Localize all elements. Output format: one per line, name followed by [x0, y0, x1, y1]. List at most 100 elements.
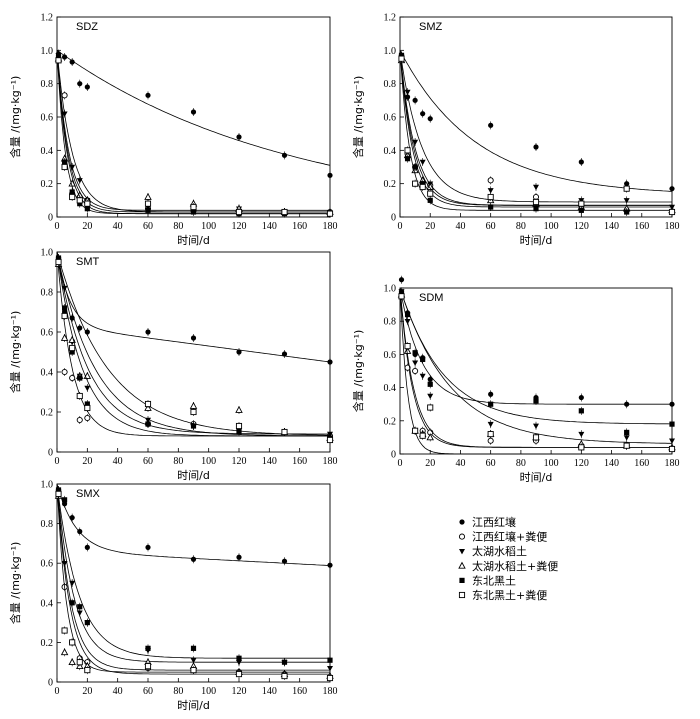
y-tick-label: 0.8	[41, 519, 54, 530]
data-point	[61, 368, 68, 376]
panel-title: SMZ	[419, 21, 443, 33]
series-2	[398, 50, 676, 216]
y-axis-label: 含量 /(mg·kg⁻¹)	[8, 311, 22, 394]
x-tick-label: 180	[323, 221, 338, 232]
data-point	[235, 671, 243, 678]
data-point	[578, 394, 584, 401]
data-point	[84, 404, 91, 412]
data-point	[69, 600, 75, 606]
x-tick-label: 40	[455, 221, 465, 232]
data-point	[427, 116, 433, 122]
data-point	[624, 181, 630, 187]
series-1	[398, 50, 675, 193]
x-tick-label: 60	[486, 221, 496, 232]
fit-curve	[56, 483, 330, 663]
fit-curve	[56, 50, 330, 211]
series-1	[55, 483, 333, 570]
data-point	[69, 59, 75, 65]
x-tick-label: 40	[455, 458, 465, 469]
data-point	[487, 437, 494, 444]
data-point	[84, 620, 90, 626]
x-tick-label: 100	[201, 221, 216, 232]
data-point	[190, 556, 197, 562]
data-point	[236, 134, 242, 140]
data-point	[281, 351, 288, 357]
data-point	[61, 163, 68, 171]
x-tick-label: 0	[55, 686, 60, 697]
x-tick-label: 100	[544, 221, 559, 232]
y-tick-label: 0.8	[41, 288, 54, 299]
series-3	[398, 50, 675, 211]
x-tick-label: 60	[143, 221, 153, 232]
data-point	[420, 111, 426, 117]
data-point	[190, 408, 197, 416]
data-point	[281, 208, 288, 216]
legend-marker	[459, 549, 465, 555]
y-tick-label: 0.4	[41, 368, 54, 379]
data-point	[61, 312, 68, 320]
data-point	[488, 391, 494, 397]
legend-item: 东北黑土+粪便	[458, 588, 547, 602]
y-tick-label: 0.6	[41, 559, 54, 570]
data-point	[236, 349, 242, 355]
data-point	[419, 183, 426, 191]
data-point	[404, 311, 411, 318]
x-tick-label: 100	[201, 456, 216, 467]
data-point	[624, 429, 630, 436]
data-point	[488, 122, 494, 128]
data-point	[281, 558, 288, 564]
data-point	[488, 204, 494, 210]
data-point	[144, 400, 152, 408]
plot-frame	[56, 251, 331, 453]
data-point	[145, 207, 151, 213]
x-tick-label: 20	[82, 221, 92, 232]
data-point	[190, 667, 197, 674]
data-point	[327, 359, 333, 365]
data-point	[404, 147, 411, 154]
fit-curve	[56, 251, 331, 363]
y-axis-label: 含量 /(mg·kg⁻¹)	[8, 76, 22, 159]
data-point	[624, 209, 630, 215]
data-point	[404, 319, 411, 325]
data-point	[69, 193, 76, 201]
data-point	[190, 658, 197, 664]
data-point	[61, 285, 68, 292]
data-point	[61, 54, 68, 60]
data-point	[84, 200, 91, 207]
data-point	[61, 497, 68, 503]
x-axis-label: 时间/d	[177, 469, 210, 482]
x-axis-label: 时间/d	[520, 234, 553, 247]
data-point	[281, 659, 288, 665]
data-point	[420, 356, 426, 362]
x-axis-label: 时间/d	[177, 699, 210, 712]
y-tick-label: 0	[48, 213, 53, 224]
plot-frame	[56, 483, 331, 683]
y-tick-label: 1.0	[41, 248, 54, 259]
data-point	[61, 159, 68, 165]
data-point	[77, 528, 83, 535]
fit-curve	[399, 287, 672, 455]
data-point	[404, 89, 411, 96]
y-tick-label: 0.8	[384, 79, 397, 90]
series-5	[398, 287, 675, 437]
data-point	[623, 185, 630, 192]
y-tick-label: 1.2	[41, 13, 54, 24]
data-point	[77, 81, 83, 87]
legend-marker	[458, 561, 466, 569]
data-point	[578, 408, 584, 414]
data-point	[144, 192, 152, 200]
data-point	[427, 376, 433, 382]
x-tick-label: 40	[113, 456, 123, 467]
x-tick-label: 180	[323, 456, 338, 467]
data-point	[487, 188, 494, 194]
x-tick-label: 160	[292, 456, 307, 467]
y-tick-label: 0.8	[41, 79, 54, 90]
data-point	[326, 674, 334, 682]
data-point	[487, 431, 494, 438]
y-tick-label: 1.0	[384, 284, 397, 295]
x-tick-label: 180	[323, 686, 338, 697]
data-point	[189, 401, 198, 409]
data-point	[84, 206, 90, 212]
data-point	[412, 367, 419, 375]
